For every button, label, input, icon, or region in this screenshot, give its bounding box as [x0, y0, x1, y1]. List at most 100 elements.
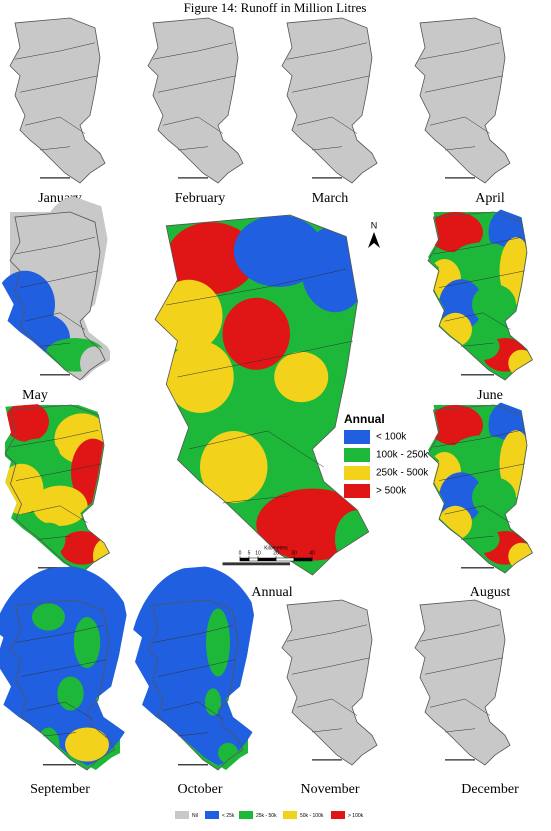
- map-region: [205, 688, 221, 716]
- map-region: [5, 401, 49, 442]
- map-boundaries: [166, 269, 353, 503]
- map-region: [222, 297, 290, 370]
- legend-label: 100k - 250k: [376, 450, 429, 461]
- mini-scale: [43, 764, 76, 766]
- map-outline: [148, 600, 243, 770]
- map-regions: [0, 401, 110, 573]
- map-region: [508, 542, 533, 570]
- map-boundaries: [16, 626, 107, 737]
- panel-label: November: [300, 782, 359, 797]
- map-regions: [155, 215, 369, 575]
- panel-label: May: [22, 388, 48, 403]
- map: [415, 600, 515, 765]
- map-region: [428, 212, 483, 253]
- mini-scale: [178, 177, 208, 179]
- map-region: [450, 242, 516, 283]
- map-boundaries: [15, 43, 98, 150]
- map-outline: [415, 18, 510, 183]
- map-outline: [428, 212, 533, 380]
- north-label: N: [371, 220, 378, 230]
- mini-scale: [461, 374, 494, 376]
- map-regions: [428, 206, 533, 380]
- scale-segment: [239, 557, 250, 562]
- scale-title: Kilometers: [264, 545, 288, 551]
- panel-label: February: [175, 191, 226, 206]
- map-boundaries: [153, 43, 236, 150]
- map-region: [472, 477, 516, 518]
- panel-label: October: [177, 782, 222, 797]
- map-region: [274, 351, 329, 403]
- map-region: [16, 438, 61, 473]
- legend-swatch: [205, 811, 219, 819]
- map-boundaries: [434, 237, 525, 346]
- panel-label: June: [477, 388, 503, 403]
- panel-label: March: [312, 191, 349, 206]
- scale-segment: [257, 557, 277, 562]
- map-outline: [282, 18, 377, 183]
- scale-segment: [293, 557, 313, 562]
- map-outline: [10, 212, 105, 380]
- map-boundaries: [287, 625, 370, 732]
- map-region: [508, 349, 533, 377]
- map-boundaries: [153, 626, 236, 737]
- legend-swatch: [175, 811, 189, 819]
- map-boundaries: [15, 237, 98, 346]
- map-outline: [282, 600, 377, 765]
- map: [155, 215, 380, 575]
- mini-scale: [445, 759, 475, 761]
- map-region: [450, 435, 516, 476]
- map-region: [466, 525, 500, 553]
- legend-title: Annual: [344, 412, 385, 426]
- north-arrow: [368, 232, 380, 248]
- map: [282, 600, 382, 765]
- mini-scale: [40, 374, 70, 376]
- legend-swatch: [344, 430, 370, 444]
- scale-tick-label: 40: [309, 550, 315, 556]
- mini-scale: [461, 567, 494, 569]
- scale-tick-label: 30: [291, 550, 297, 556]
- legend-swatch: [344, 484, 370, 498]
- map-outline: [10, 600, 115, 770]
- map: [0, 566, 142, 770]
- panel-label: December: [461, 782, 519, 797]
- map-boundaries: [11, 430, 102, 539]
- map-region: [31, 603, 65, 631]
- scale-tick-label: 5: [248, 550, 251, 556]
- map: [428, 207, 538, 380]
- mini-scale: [40, 177, 70, 179]
- legend-label: 250k - 500k: [376, 468, 429, 479]
- map-region: [200, 431, 268, 503]
- map-region: [65, 727, 109, 762]
- legend-label: > 500k: [376, 486, 407, 497]
- panel-label: April: [475, 191, 505, 206]
- scale-segment: [275, 557, 295, 562]
- map-regions: [428, 399, 533, 573]
- mini-scale: [312, 759, 342, 761]
- map-boundaries: [434, 430, 525, 539]
- legend-label: 50k - 100k: [300, 813, 324, 819]
- scale-tick-label: 0: [239, 550, 242, 556]
- legend-label: > 100k: [348, 813, 364, 819]
- scale-tick-label: 20: [273, 550, 279, 556]
- legend-swatch: [344, 448, 370, 462]
- map: [10, 18, 110, 183]
- map-boundaries: [420, 43, 503, 150]
- map-regions: [0, 565, 135, 771]
- map-region: [301, 225, 369, 313]
- map-region: [466, 332, 500, 360]
- mini-scale: [38, 567, 71, 569]
- mini-scale: [312, 177, 342, 179]
- map-region: [218, 742, 238, 764]
- scale-tick-label: 10: [255, 550, 261, 556]
- panel-label: Annual: [251, 585, 292, 600]
- panel-label: September: [30, 782, 90, 797]
- map-outline: [155, 215, 369, 575]
- legend-label: Nil: [192, 813, 198, 819]
- legend-label: < 100k: [376, 432, 407, 443]
- scale-segment: [248, 557, 259, 562]
- map-outline: [148, 18, 243, 183]
- mini-scale: [222, 562, 290, 566]
- map-region: [233, 215, 324, 287]
- map-region: [39, 195, 114, 297]
